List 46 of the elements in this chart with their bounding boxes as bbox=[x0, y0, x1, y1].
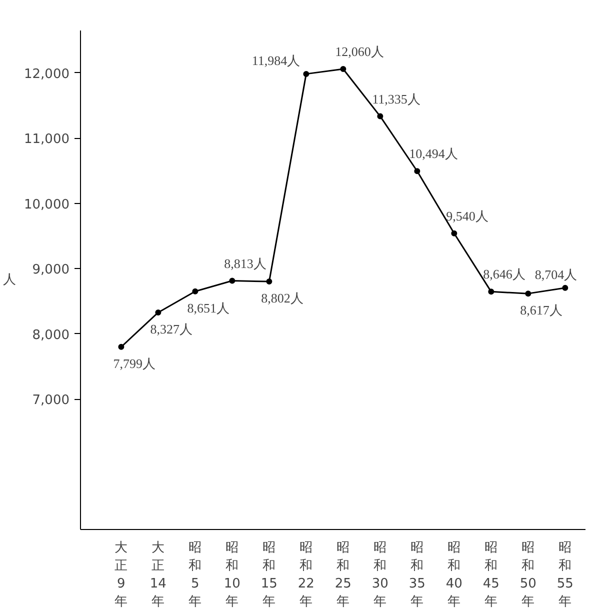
y-tick-label: 7,000 bbox=[32, 393, 70, 408]
data-label: 8,802人 bbox=[261, 290, 304, 306]
x-tick-label: 昭和22年 bbox=[298, 540, 314, 610]
x-tick-label: 昭和40年 bbox=[446, 540, 462, 610]
x-tick-label: 昭和25年 bbox=[334, 540, 352, 610]
x-tick-label: 昭和45年 bbox=[482, 540, 500, 610]
point bbox=[414, 168, 420, 174]
data-label: 8,646人 bbox=[483, 266, 526, 282]
y-tick-label: 8,000 bbox=[32, 328, 70, 343]
data-label: 12,060人 bbox=[335, 44, 384, 59]
x-tick-label: 昭和35年 bbox=[408, 540, 426, 610]
point bbox=[155, 309, 162, 316]
point bbox=[229, 278, 236, 284]
x-tick-label: 昭和10年 bbox=[224, 540, 240, 610]
point bbox=[488, 288, 494, 295]
data-label: 8,704人 bbox=[534, 266, 578, 282]
x-tick-label: 昭和15年 bbox=[260, 540, 278, 610]
data-label: 10,494人 bbox=[409, 146, 458, 162]
point bbox=[451, 230, 458, 236]
point bbox=[118, 344, 124, 350]
x-tick-label: 大正14年 bbox=[150, 540, 166, 610]
data-label: 8,327人 bbox=[150, 321, 192, 336]
point bbox=[192, 288, 198, 294]
point bbox=[525, 290, 532, 297]
point bbox=[266, 278, 272, 284]
x-tick-label: 大正9年 bbox=[114, 540, 128, 610]
point bbox=[562, 284, 568, 291]
y-tick-label: 11,000 bbox=[24, 132, 70, 148]
x-tick-label: 昭和30年 bbox=[372, 540, 388, 610]
y-axis-title: 人 bbox=[3, 272, 16, 288]
y-tick-label: 9,000 bbox=[32, 262, 70, 278]
x-tick-label: 昭和5年 bbox=[188, 540, 202, 610]
data-label: 11,335人 bbox=[372, 91, 420, 106]
point bbox=[303, 70, 310, 77]
data-label: 8,617人 bbox=[520, 302, 562, 318]
y-tick-label: 12,000 bbox=[24, 66, 70, 82]
data-label: 8,651人 bbox=[187, 300, 230, 316]
y-tick-label: 10,000 bbox=[24, 197, 70, 212]
x-tick-label: 昭和55年 bbox=[556, 540, 574, 610]
data-label: 9,540人 bbox=[446, 208, 488, 224]
point bbox=[377, 113, 384, 120]
data-label: 8,813人 bbox=[224, 256, 266, 271]
data-label: 11,984人 bbox=[252, 52, 300, 68]
point bbox=[340, 66, 346, 72]
x-tick-label: 昭和50年 bbox=[520, 540, 536, 610]
data-label: 7,799人 bbox=[113, 356, 156, 371]
